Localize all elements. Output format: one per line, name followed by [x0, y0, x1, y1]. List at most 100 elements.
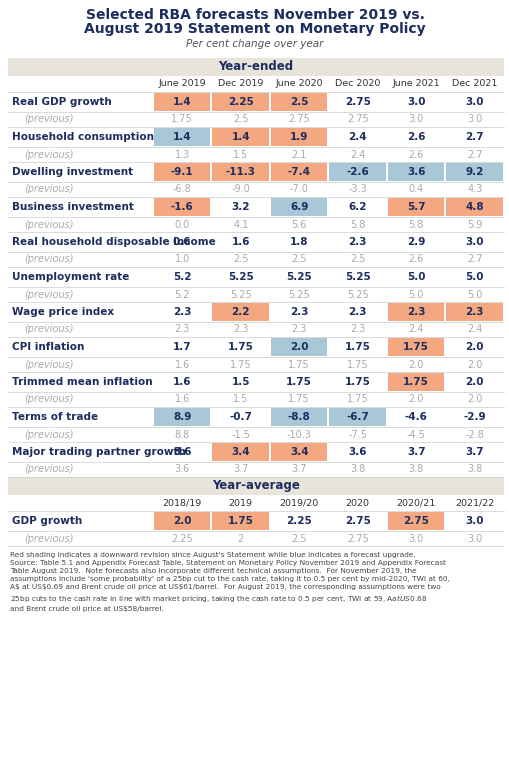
Text: Dec 2020: Dec 2020: [334, 80, 380, 88]
Bar: [154, 163, 210, 181]
Text: 4.3: 4.3: [466, 184, 482, 194]
Text: 1.4: 1.4: [231, 132, 249, 142]
Text: -2.9: -2.9: [463, 412, 485, 422]
Text: 2019/20: 2019/20: [279, 498, 318, 508]
Text: (previous): (previous): [24, 359, 73, 369]
Bar: [8, 357, 503, 372]
Text: -6.8: -6.8: [173, 184, 191, 194]
Text: 5.25: 5.25: [346, 290, 368, 300]
Text: 3.6: 3.6: [174, 465, 189, 475]
Text: GDP growth: GDP growth: [12, 516, 82, 526]
Text: -7.5: -7.5: [348, 429, 366, 439]
Bar: [8, 267, 503, 287]
Text: 2019: 2019: [229, 498, 252, 508]
Text: 1.75: 1.75: [171, 114, 193, 124]
Bar: [387, 163, 444, 181]
Bar: [387, 512, 444, 530]
Text: 0.0: 0.0: [174, 220, 189, 230]
Text: 3.7: 3.7: [465, 447, 483, 457]
Text: 1.4: 1.4: [173, 97, 191, 107]
Text: 2.5: 2.5: [233, 254, 248, 264]
Text: 3.4: 3.4: [290, 447, 308, 457]
Text: 3.6: 3.6: [173, 447, 191, 457]
Text: 5.8: 5.8: [349, 220, 365, 230]
Text: 5.25: 5.25: [288, 290, 309, 300]
Text: Dec 2019: Dec 2019: [218, 80, 263, 88]
Text: 1.75: 1.75: [346, 395, 368, 405]
Text: -6.7: -6.7: [346, 412, 369, 422]
Text: -3.3: -3.3: [348, 184, 366, 194]
Text: 5.0: 5.0: [465, 272, 483, 282]
Text: 8.9: 8.9: [173, 412, 191, 422]
Text: Dwelling investment: Dwelling investment: [12, 167, 133, 177]
Bar: [387, 198, 444, 216]
Text: 2.0: 2.0: [466, 395, 482, 405]
Text: 3.7: 3.7: [406, 447, 425, 457]
Text: Real GDP growth: Real GDP growth: [12, 97, 111, 107]
Bar: [8, 147, 503, 162]
Bar: [8, 531, 503, 546]
Text: 1.75: 1.75: [403, 377, 429, 387]
Bar: [8, 442, 503, 462]
Bar: [8, 477, 503, 495]
Text: 2.3: 2.3: [290, 307, 308, 317]
Text: 3.0: 3.0: [465, 237, 483, 247]
Text: 8.8: 8.8: [174, 429, 189, 439]
Bar: [154, 512, 210, 530]
Bar: [270, 93, 327, 111]
Text: 2.75: 2.75: [344, 516, 370, 526]
Text: 0.6: 0.6: [173, 237, 191, 247]
Text: (previous): (previous): [24, 465, 73, 475]
Text: June 2019: June 2019: [158, 80, 206, 88]
Text: 2.7: 2.7: [465, 132, 483, 142]
Text: 1.6: 1.6: [173, 377, 191, 387]
Text: 2.0: 2.0: [466, 359, 482, 369]
Text: -2.6: -2.6: [346, 167, 369, 177]
Text: (previous): (previous): [24, 395, 73, 405]
Text: 1.8: 1.8: [290, 237, 308, 247]
Bar: [8, 337, 503, 357]
Text: Trimmed mean inflation: Trimmed mean inflation: [12, 377, 152, 387]
Text: Business investment: Business investment: [12, 202, 134, 212]
Bar: [445, 303, 502, 321]
Text: 1.75: 1.75: [288, 395, 309, 405]
Text: 1.75: 1.75: [228, 342, 253, 352]
Text: 2.0: 2.0: [408, 395, 423, 405]
Text: Wage price index: Wage price index: [12, 307, 114, 317]
Text: -4.5: -4.5: [406, 429, 425, 439]
Text: 2.6: 2.6: [406, 132, 425, 142]
Text: 1.4: 1.4: [173, 132, 191, 142]
Bar: [8, 287, 503, 302]
Text: 4.8: 4.8: [465, 202, 483, 212]
Text: 4.1: 4.1: [233, 220, 248, 230]
Text: 5.25: 5.25: [228, 272, 253, 282]
Text: (previous): (previous): [24, 325, 73, 335]
Text: 2.5: 2.5: [290, 97, 308, 107]
Text: 3.4: 3.4: [231, 447, 249, 457]
Text: 2.5: 2.5: [291, 534, 306, 544]
Text: 1.75: 1.75: [346, 359, 368, 369]
Text: -1.6: -1.6: [171, 202, 193, 212]
Text: 3.2: 3.2: [231, 202, 249, 212]
Text: Unemployment rate: Unemployment rate: [12, 272, 129, 282]
Text: 2.6: 2.6: [408, 254, 423, 264]
Text: 1.75: 1.75: [288, 359, 309, 369]
Bar: [154, 93, 210, 111]
Bar: [8, 462, 503, 477]
Text: 2.4: 2.4: [466, 325, 482, 335]
Text: 5.2: 5.2: [174, 290, 190, 300]
Text: -8.8: -8.8: [287, 412, 310, 422]
Text: 3.8: 3.8: [408, 465, 423, 475]
Text: 3.0: 3.0: [465, 516, 483, 526]
Text: Red shading indicates a downward revision since August's Statement while blue in: Red shading indicates a downward revisio…: [10, 552, 449, 612]
Text: 1.7: 1.7: [173, 342, 191, 352]
Text: CPI inflation: CPI inflation: [12, 342, 84, 352]
Text: 5.9: 5.9: [466, 220, 482, 230]
Text: 2.3: 2.3: [349, 325, 365, 335]
Text: 2.0: 2.0: [408, 359, 423, 369]
Text: (previous): (previous): [24, 254, 73, 264]
Text: 1.5: 1.5: [233, 150, 248, 160]
Bar: [154, 408, 210, 426]
Text: 2.3: 2.3: [233, 325, 248, 335]
Text: 1.9: 1.9: [290, 132, 308, 142]
